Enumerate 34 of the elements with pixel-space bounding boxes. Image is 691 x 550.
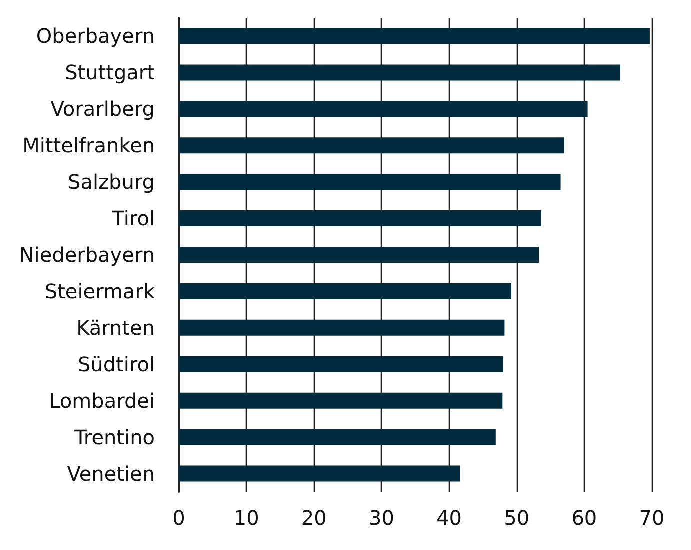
bar [179, 210, 542, 227]
x-tick-label: 40 [436, 506, 462, 530]
bar [179, 320, 505, 336]
x-tick-label: 10 [234, 506, 260, 530]
x-tick-label: 70 [639, 506, 665, 530]
bar [179, 64, 620, 81]
bar [179, 101, 588, 118]
x-tick-label: 50 [504, 506, 530, 530]
bar [179, 247, 540, 263]
y-tick-label: Salzburg [68, 170, 155, 194]
y-tick-label: Kärnten [76, 316, 155, 340]
bar [179, 28, 650, 44]
y-tick-label: Südtirol [78, 352, 155, 376]
y-tick-label: Lombardei [49, 388, 155, 413]
y-tick-label: Stuttgart [65, 60, 156, 85]
bar [179, 138, 564, 154]
y-tick-label: Mittelfranken [22, 134, 155, 158]
bar [179, 283, 512, 300]
x-tick-label: 0 [172, 506, 186, 530]
y-tick-label: Niederbayern [19, 243, 155, 267]
y-tick-label: Steiermark [44, 279, 156, 304]
bar [179, 356, 504, 372]
y-tick-label: Oberbayern [36, 24, 155, 48]
bar [179, 429, 496, 446]
y-tick-label: Tirol [111, 206, 155, 231]
y-tick-label: Venetien [67, 462, 155, 486]
bar [179, 174, 561, 190]
y-tick-label: Trentino [74, 425, 155, 450]
x-tick-label: 30 [368, 506, 394, 530]
x-tick-label: 60 [572, 506, 598, 530]
bar [179, 392, 503, 409]
bar [179, 466, 460, 482]
x-tick-label: 20 [301, 506, 327, 530]
y-tick-label: Vorarlberg [50, 97, 155, 122]
